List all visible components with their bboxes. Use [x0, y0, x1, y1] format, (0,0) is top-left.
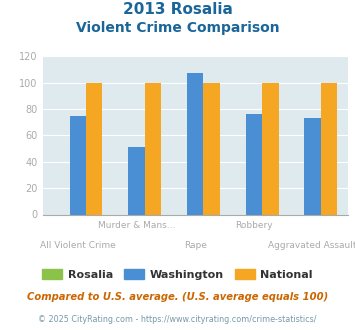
Bar: [128, 147, 145, 214]
Bar: [246, 114, 262, 214]
Text: All Violent Crime: All Violent Crime: [40, 241, 116, 250]
Legend: Rosalia, Washington, National: Rosalia, Washington, National: [38, 265, 317, 284]
Text: © 2025 CityRating.com - https://www.cityrating.com/crime-statistics/: © 2025 CityRating.com - https://www.city…: [38, 315, 317, 324]
Bar: [305, 118, 321, 214]
Text: Aggravated Assault: Aggravated Assault: [268, 241, 355, 250]
Text: Robbery: Robbery: [235, 221, 273, 230]
Bar: [187, 73, 203, 214]
Text: Rape: Rape: [184, 241, 207, 250]
Bar: [145, 82, 161, 214]
Bar: [70, 115, 86, 214]
Bar: [262, 82, 279, 214]
Bar: [86, 82, 103, 214]
Text: Murder & Mans...: Murder & Mans...: [98, 221, 175, 230]
Text: 2013 Rosalia: 2013 Rosalia: [122, 2, 233, 16]
Bar: [203, 82, 220, 214]
Text: Violent Crime Comparison: Violent Crime Comparison: [76, 21, 279, 35]
Text: Compared to U.S. average. (U.S. average equals 100): Compared to U.S. average. (U.S. average …: [27, 292, 328, 302]
Bar: [321, 82, 337, 214]
